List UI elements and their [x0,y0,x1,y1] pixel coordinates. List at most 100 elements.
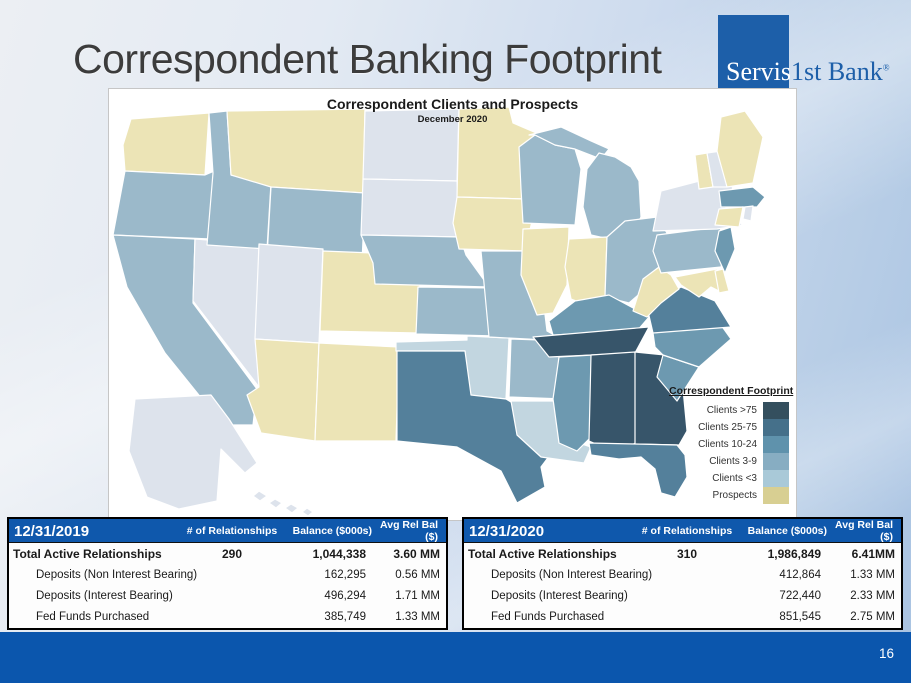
legend-item-label: Clients 25-75 [698,422,757,433]
state-HI [252,490,268,502]
table-header-row: 12/31/2019 # of Relationships Balance ($00… [9,519,446,543]
page-number: 16 [878,646,894,661]
servisfirst-bank-logo: Servis 1st Bank® [718,15,908,91]
state-IN [564,236,608,306]
state-RI [742,205,754,222]
cell-avg-rel-bal: 6.41MM [851,546,895,561]
cell-label: Deposits (Interest Bearing) [491,589,628,602]
state-NJ [714,226,736,274]
header-balance: Balance ($000s) [292,525,372,537]
state-ME [716,110,764,188]
legend-item-label: Prospects [712,490,757,501]
state-AL [588,351,640,454]
table-row: Deposits (Non Interest Bearing) 412,864 1.… [464,564,901,585]
cell-relationships: 310 [676,546,698,561]
header-balance: Balance ($000s) [747,525,827,537]
cell-label: Total Active Relationships [13,546,162,561]
cell-balance: 851,545 [779,610,821,623]
state-SD [360,178,461,238]
cell-avg-rel-bal: 3.60 MM [393,546,440,561]
cell-balance: 722,440 [779,589,821,602]
cell-label: Fed Funds Purchased [491,610,605,623]
header-relationships: # of Relationships [186,525,278,537]
table-row: Deposits (Interest Bearing) 496,294 1.71 M… [9,585,446,606]
table-row: Deposits (Interest Bearing) 722,440 2.33 M… [464,585,901,606]
header-avg-rel-bal: Avg Rel Bal ($) [380,519,438,543]
page-title: Correspondent Banking Footprint [73,36,662,82]
logo-text-rest: 1st Bank [791,57,883,86]
cell-label: Deposits (Non Interest Bearing) [36,568,198,581]
state-CT [714,206,744,228]
cell-avg-rel-bal: 1.71 MM [395,589,440,602]
legend-color-swatch [763,436,789,453]
legend-item-c10_24: Clients 10-24 [669,436,793,453]
state-IA [452,196,534,252]
state-MI [582,152,642,240]
state-DE [714,268,730,294]
state-IL [520,226,570,316]
cell-balance: 162,295 [324,568,366,581]
table-row: Deposits (Non Interest Bearing) 162,295 0.… [9,564,446,585]
header-date: 12/31/2019 [14,522,90,540]
logo-text-1st-bank: 1st Bank® [791,57,890,87]
header-avg-rel-bal: Avg Rel Bal ($) [835,519,893,543]
state-WV [632,266,680,318]
legend-item-label: Clients 3-9 [709,456,757,467]
cell-avg-rel-bal: 1.33 MM [395,610,440,623]
state-NM [314,342,400,442]
state-FL [588,442,688,498]
footer-bar: 16 [0,632,911,683]
logo-text-servis: Servis [726,57,791,86]
legend-item-lt3: Clients <3 [669,470,793,487]
state-MS [552,354,594,452]
summary-table-2019: 12/31/2019 # of Relationships Balance ($00… [7,517,448,630]
cell-balance: 496,294 [324,589,366,602]
state-UT [254,243,324,344]
state-HI [284,503,299,514]
map-legend: Correspondent Footprint Clients >75 Clien… [669,385,793,504]
cell-label: Deposits (Non Interest Bearing) [491,568,653,581]
state-OR [112,168,220,240]
cell-avg-rel-bal: 0.56 MM [395,568,440,581]
cell-label: Total Active Relationships [468,546,617,561]
cell-avg-rel-bal: 1.33 MM [850,568,895,581]
header-date: 12/31/2020 [469,522,545,540]
state-AZ [246,338,320,442]
legend-item-gt75: Clients >75 [669,402,793,419]
table-row: Total Active Relationships 290 1,044,338 3.… [9,543,446,564]
legend-item-prospects: Prospects [669,487,793,504]
cell-label: Fed Funds Purchased [36,610,150,623]
legend-color-swatch [763,402,789,419]
legend-color-swatch [763,453,789,470]
legend-item-label: Clients >75 [706,405,757,416]
state-MA [718,186,766,208]
cell-balance: 1,044,338 [312,546,366,561]
legend-color-swatch [763,470,789,487]
legend-item-c25_75: Clients 25-75 [669,419,793,436]
legend-item-label: Clients <3 [712,473,757,484]
registered-trademark-icon: ® [882,62,890,73]
cell-balance: 385,749 [324,610,366,623]
cell-relationships: 290 [221,546,243,561]
table-row: Fed Funds Purchased 385,749 1.33 MM [9,606,446,627]
state-HI [301,507,314,517]
legend-color-swatch [763,419,789,436]
cell-avg-rel-bal: 2.33 MM [850,589,895,602]
map-subtitle: December 2020 [417,114,488,125]
header-relationships: # of Relationships [641,525,733,537]
state-HI [268,498,283,509]
table-row: Total Active Relationships 310 1,986,849 6.… [464,543,901,564]
legend-title: Correspondent Footprint [669,385,794,397]
legend-item-c3_9: Clients 3-9 [669,453,793,470]
cell-label: Deposits (Interest Bearing) [36,589,173,602]
cell-balance: 412,864 [779,568,821,581]
table-row: Fed Funds Purchased 851,545 2.75 MM [464,606,901,627]
cell-avg-rel-bal: 2.75 MM [850,610,895,623]
table-header-row: 12/31/2020 # of Relationships Balance ($00… [464,519,901,543]
legend-color-swatch [763,487,789,504]
cell-balance: 1,986,849 [767,546,821,561]
map-panel: Correspondent Clients and Prospects Dece… [108,88,797,521]
logo-square [718,15,789,88]
us-choropleth-map [112,106,766,517]
